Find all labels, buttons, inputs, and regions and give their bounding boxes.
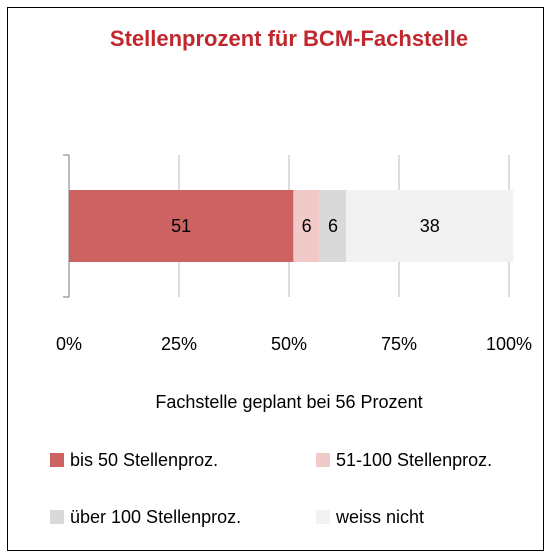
bar-segment [346,190,514,262]
x-axis-label: Fachstelle geplant bei 56 Prozent [155,392,422,412]
data-label: 6 [302,216,312,236]
legend-label: weiss nicht [335,507,424,527]
legend-swatch [50,510,64,524]
legend-label: bis 50 Stellenproz. [70,450,218,470]
x-tick-label: 0% [56,334,82,354]
bar-segment [293,190,320,262]
x-tick-label: 75% [381,334,417,354]
x-tick-label: 25% [161,334,197,354]
x-tick-label: 100% [486,334,532,354]
legend-label: über 100 Stellenproz. [70,507,241,527]
bar-segment [319,190,347,262]
legend-swatch [316,453,330,467]
legend-swatch [316,510,330,524]
x-tick-label: 50% [271,334,307,354]
bar-segment [69,190,294,262]
legend-label: 51-100 Stellenproz. [336,450,492,470]
data-label: 51 [171,216,191,236]
legend-swatch [50,453,64,467]
frame [7,7,544,551]
chart-title: Stellenprozent für BCM-Fachstelle [110,26,468,51]
data-label: 6 [328,216,338,236]
data-label: 38 [420,216,440,236]
